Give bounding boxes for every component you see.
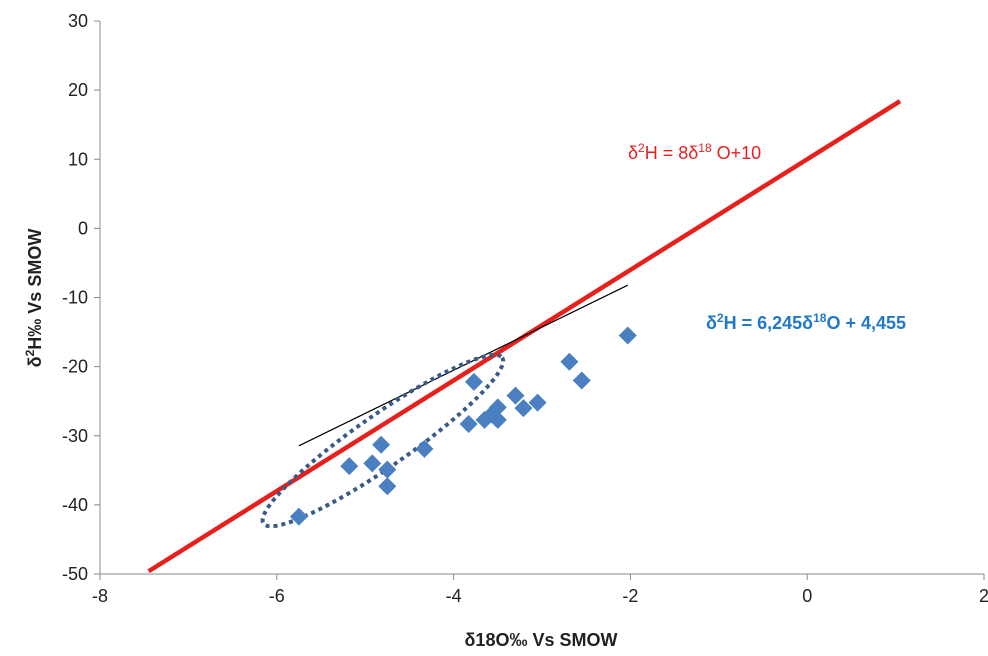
- fit-equation-label: δ2H = 6,245δ18O + 4,455: [706, 311, 906, 333]
- y-tick-label: -20: [62, 357, 88, 377]
- y-tick-label: -50: [62, 564, 88, 584]
- y-tick-label: -10: [62, 288, 88, 308]
- ellipse-layer: [260, 352, 506, 529]
- points-layer: [289, 326, 637, 526]
- data-point: [514, 399, 533, 418]
- y-tick-label: 10: [68, 149, 88, 169]
- data-point: [560, 352, 579, 371]
- data-point: [572, 371, 591, 390]
- data-point: [459, 414, 478, 433]
- x-tick-label: -8: [92, 586, 108, 606]
- y-tick-label: 30: [68, 11, 88, 31]
- x-tick-label: -6: [269, 586, 285, 606]
- data-point: [372, 435, 391, 454]
- x-tick-label: 0: [802, 586, 812, 606]
- y-tick-label: 20: [68, 80, 88, 100]
- data-point: [340, 457, 359, 476]
- data-point: [488, 398, 507, 417]
- highlight-ellipse: [260, 352, 506, 529]
- y-tick-label: -40: [62, 495, 88, 515]
- data-point: [618, 326, 637, 345]
- data-point: [488, 410, 507, 429]
- data-point: [289, 507, 308, 526]
- x-tick-label: -4: [446, 586, 462, 606]
- x-tick-label: 2: [979, 586, 988, 606]
- lines-layer: [147, 99, 902, 574]
- y-tick-label: -30: [62, 426, 88, 446]
- x-tick-label: -2: [622, 586, 638, 606]
- data-point: [378, 460, 397, 479]
- data-point: [464, 372, 483, 391]
- data-point: [506, 386, 525, 405]
- axes: [94, 20, 985, 580]
- data-point: [378, 477, 397, 496]
- data-point: [363, 454, 382, 473]
- gmwl-equation-label: δ2H = 8δ18 O+10: [628, 141, 761, 163]
- y-axis-title: δ2H‰ Vs SMOW: [23, 229, 45, 368]
- data-point: [528, 393, 547, 412]
- x-axis-title: δ18O‰ Vs SMOW: [465, 630, 618, 650]
- y-tick-label: 0: [78, 218, 88, 238]
- data-point: [415, 439, 434, 458]
